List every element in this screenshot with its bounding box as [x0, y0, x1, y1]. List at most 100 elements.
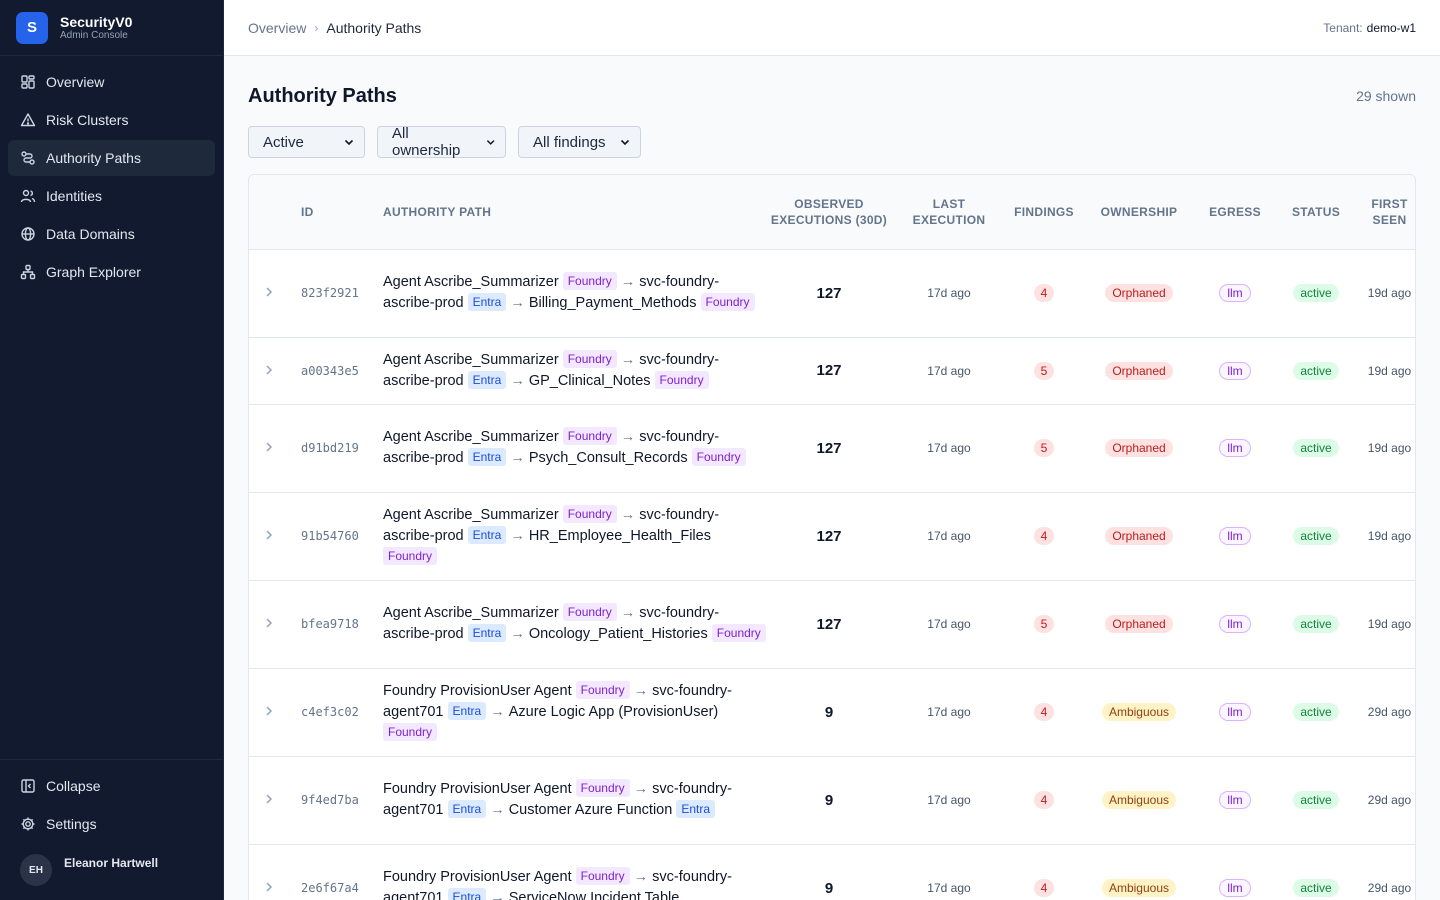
path-agent: Agent Ascribe_Summarizer	[383, 429, 559, 445]
sidebar-item-graph-explorer[interactable]: Graph Explorer	[8, 254, 215, 290]
expand-row-cell[interactable]	[249, 492, 289, 581]
findings-count-badge[interactable]: 4	[1033, 527, 1055, 545]
findings-count-badge[interactable]: 5	[1033, 439, 1055, 457]
agent-source-tag: Foundry	[562, 427, 617, 445]
ownership-badge: Orphaned	[1105, 284, 1173, 302]
authority-path[interactable]: Agent Ascribe_Summarizer Foundry → svc-fou…	[383, 580, 770, 669]
authority-path[interactable]: Agent Ascribe_Summarizer Foundry → svc-fou…	[383, 492, 770, 581]
target-source-tag: Foundry	[654, 370, 709, 389]
table-row[interactable]: c4ef3c02 Foundry ProvisionUser Agent Foun…	[249, 668, 1415, 757]
path-service-principal: svc-foundry-ascribe-prod	[383, 429, 720, 466]
brand-subtitle: Admin Console	[60, 29, 128, 41]
arrow-right-icon: →	[620, 351, 636, 368]
path-id: 9f4ed7ba	[289, 756, 383, 845]
header-observed-executions[interactable]: OBSERVED EXECUTIONS (30D)	[770, 175, 888, 250]
sidebar-nav: Overview Risk Clusters Authority Paths I…	[0, 56, 223, 300]
settings-button[interactable]: Settings	[8, 806, 215, 842]
header-findings[interactable]: FINDINGS	[1010, 175, 1078, 250]
status-filter[interactable]: Active	[248, 126, 365, 158]
tenant-indicator: Tenant: demo-w1	[1323, 21, 1416, 35]
findings-count-badge[interactable]: 4	[1033, 284, 1055, 302]
header-ownership[interactable]: OWNERSHIP	[1078, 175, 1200, 250]
expand-row-cell[interactable]	[249, 249, 289, 338]
authority-path[interactable]: Agent Ascribe_Summarizer Foundry → svc-fou…	[383, 404, 770, 493]
expand-row-cell[interactable]	[249, 404, 289, 493]
expand-row-cell[interactable]	[249, 668, 289, 757]
service-source-tag: Entra	[467, 624, 507, 642]
expand-row-cell[interactable]	[249, 756, 289, 845]
authority-path[interactable]: Foundry ProvisionUser Agent Foundry → svc-…	[383, 668, 770, 757]
sidebar-item-label: Identities	[46, 188, 103, 204]
agent-source-tag: Foundry	[575, 867, 630, 885]
table-row[interactable]: 2e6f67a4 Foundry ProvisionUser Agent Foun…	[249, 844, 1415, 900]
ownership-badge: Ambiguous	[1101, 703, 1177, 721]
status-badge: active	[1293, 791, 1339, 809]
table-row[interactable]: d91bd219 Agent Ascribe_Summarizer Foundry…	[249, 404, 1415, 493]
brand[interactable]: S SecurityV0 Admin Console	[0, 0, 223, 56]
first-seen: 19d ago	[1362, 249, 1415, 338]
sidebar-item-risk-clusters[interactable]: Risk Clusters	[8, 102, 215, 138]
authority-path[interactable]: Foundry ProvisionUser Agent Foundry → svc-…	[383, 756, 770, 845]
last-execution: 17d ago	[888, 492, 1010, 581]
egress-badge: llm	[1219, 284, 1251, 302]
path-target: ServiceNow Incident Table	[508, 890, 680, 900]
breadcrumb-overview[interactable]: Overview	[248, 19, 307, 36]
sidebar-item-label: Overview	[46, 74, 105, 90]
target-source-tag: Entra	[676, 800, 716, 818]
brand-name: SecurityV0	[60, 13, 133, 30]
sidebar-item-identities[interactable]: Identities	[8, 178, 215, 214]
sidebar-item-overview[interactable]: Overview	[8, 64, 215, 100]
sidebar-item-authority-paths[interactable]: Authority Paths	[8, 140, 215, 176]
table-row[interactable]: 91b54760 Agent Ascribe_Summarizer Foundry…	[249, 492, 1415, 581]
findings-filter[interactable]: All findings	[518, 126, 641, 158]
arrow-right-icon: →	[620, 506, 636, 523]
header-id[interactable]: ID	[289, 175, 383, 250]
header-authority-path[interactable]: AUTHORITY PATH	[383, 175, 770, 250]
path-target: Psych_Consult_Records	[528, 450, 688, 466]
findings-count-badge[interactable]: 4	[1033, 703, 1055, 721]
egress-badge: llm	[1219, 361, 1251, 380]
breadcrumb-separator: ›	[314, 20, 319, 35]
user-name: Eleanor Hartwell	[64, 856, 159, 870]
header-status[interactable]: STATUS	[1270, 175, 1362, 250]
sidebar-item-data-domains[interactable]: Data Domains	[8, 216, 215, 252]
agent-source-tag: Foundry	[562, 349, 617, 368]
path-target: Customer Azure Function	[508, 802, 673, 818]
egress-badge: llm	[1219, 527, 1251, 545]
header-last-execution[interactable]: LAST EXECUTION	[888, 175, 1010, 250]
expand-row-cell[interactable]	[249, 580, 289, 669]
table-row[interactable]: bfea9718 Agent Ascribe_Summarizer Foundry…	[249, 580, 1415, 669]
header-egress[interactable]: EGRESS	[1200, 175, 1270, 250]
authority-path[interactable]: Foundry ProvisionUser Agent Foundry → svc-…	[383, 844, 770, 900]
last-execution: 17d ago	[888, 249, 1010, 338]
status-badge: active	[1293, 703, 1339, 721]
observed-executions: 127	[770, 337, 888, 405]
table-row[interactable]: 823f2921 Agent Ascribe_Summarizer Foundry…	[249, 249, 1415, 338]
ownership-filter[interactable]: All ownership	[377, 125, 506, 159]
table-row[interactable]: a00343e5 Agent Ascribe_Summarizer Foundry…	[249, 337, 1415, 405]
authority-path[interactable]: Agent Ascribe_Summarizer Foundry → svc-fou…	[383, 249, 770, 338]
path-service-principal: svc-foundry-agent701	[383, 869, 732, 900]
user-profile[interactable]: EH Eleanor Hartwell	[8, 844, 215, 886]
egress-badge: llm	[1219, 703, 1251, 721]
findings-count-badge[interactable]: 4	[1033, 791, 1055, 809]
page-content: Authority Paths 29 shown Active All owne…	[224, 56, 1440, 900]
sidebar-item-label: Risk Clusters	[46, 112, 129, 128]
sidebar-item-label: Graph Explorer	[46, 264, 141, 280]
expand-row-cell[interactable]	[249, 337, 289, 405]
first-seen: 19d ago	[1362, 580, 1415, 669]
findings-count-badge[interactable]: 4	[1033, 879, 1055, 897]
observed-executions: 9	[770, 844, 888, 900]
breadcrumb: Overview › Authority Paths	[248, 20, 421, 36]
target-source-tag: Foundry	[383, 722, 438, 741]
avatar: EH	[20, 854, 52, 886]
arrow-right-icon: →	[510, 450, 525, 466]
path-target: Azure Logic App (ProvisionUser)	[508, 703, 719, 720]
table-row[interactable]: 9f4ed7ba Foundry ProvisionUser Agent Foun…	[249, 756, 1415, 845]
collapse-button[interactable]: Collapse	[8, 768, 215, 804]
findings-count-badge[interactable]: 5	[1033, 361, 1055, 380]
expand-row-cell[interactable]	[249, 844, 289, 900]
findings-count-badge[interactable]: 5	[1033, 615, 1055, 633]
authority-path[interactable]: Agent Ascribe_Summarizer Foundry → svc-fou…	[383, 337, 770, 405]
header-first-seen[interactable]: FIRST SEEN	[1362, 175, 1415, 250]
